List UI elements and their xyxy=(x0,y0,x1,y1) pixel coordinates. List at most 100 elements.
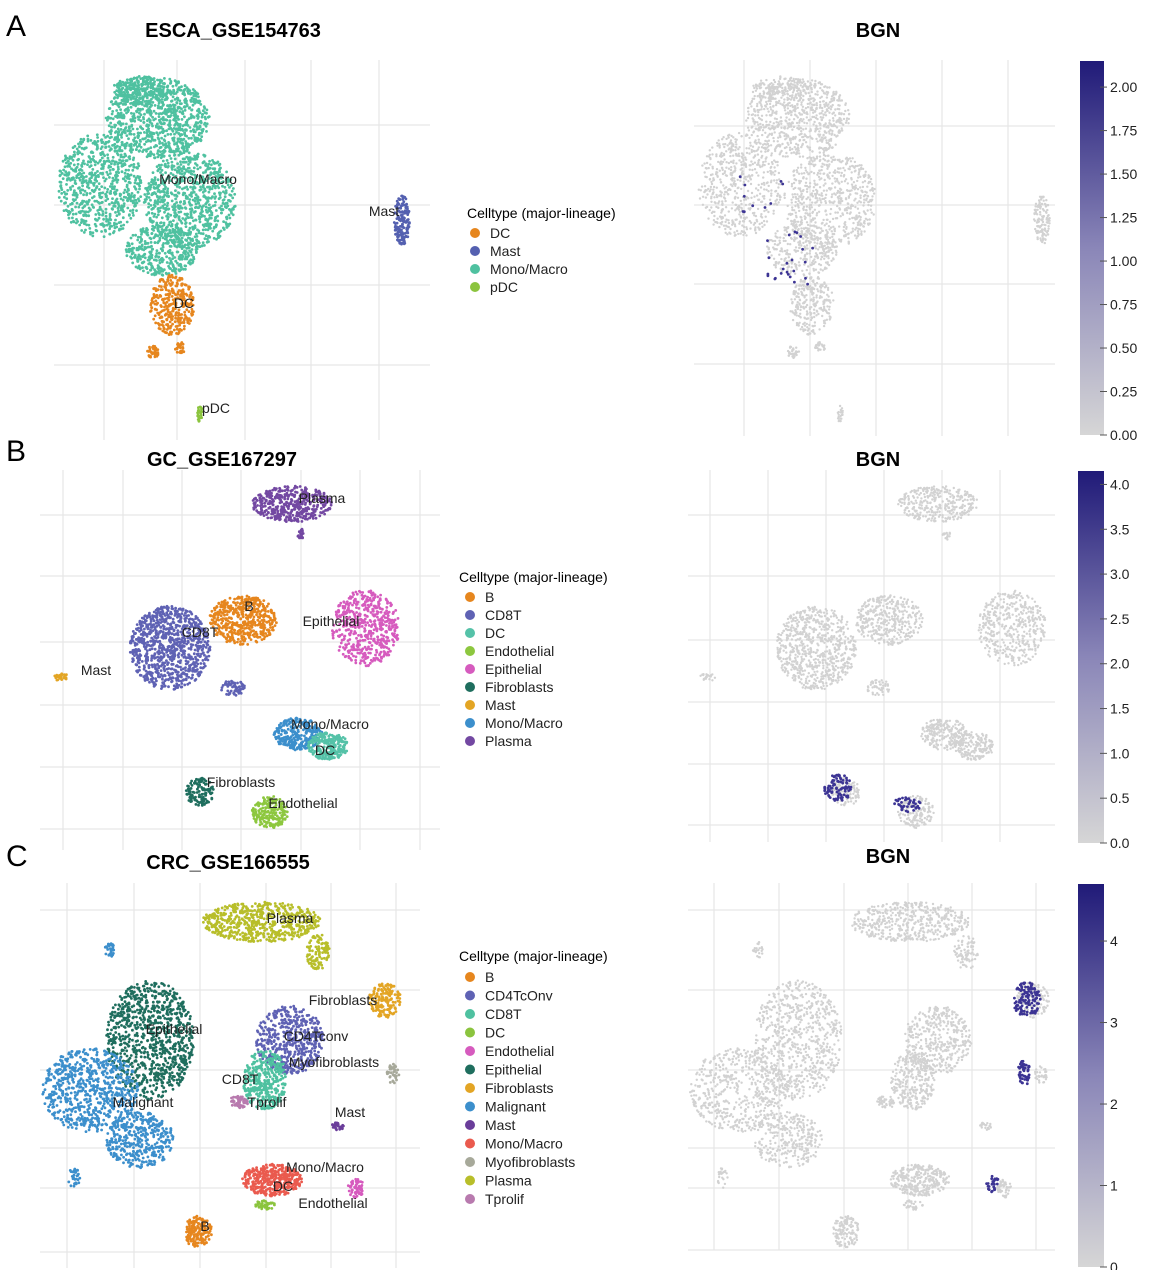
cell-point xyxy=(133,144,136,147)
cell-point xyxy=(197,115,200,118)
cell-point xyxy=(124,172,127,175)
cell-point xyxy=(121,165,124,168)
cell-point xyxy=(200,188,203,191)
cell-point xyxy=(154,156,157,159)
cell-point xyxy=(146,109,149,112)
cell-point xyxy=(64,165,67,168)
cell-point xyxy=(138,143,141,146)
cell-point xyxy=(147,211,150,214)
cell-point xyxy=(153,153,156,156)
cell-point xyxy=(132,201,135,204)
cell-point xyxy=(157,156,160,159)
cell-point xyxy=(128,133,131,136)
cell-point xyxy=(166,187,169,190)
cell-point xyxy=(167,108,170,111)
cell-point xyxy=(63,191,66,194)
cell-point xyxy=(146,132,149,135)
cell-point xyxy=(132,128,135,131)
cell-point xyxy=(96,170,99,173)
cell-point xyxy=(135,177,138,180)
cell-point xyxy=(115,223,118,226)
cell-point xyxy=(86,135,89,138)
cell-point xyxy=(117,127,120,130)
cell-point xyxy=(118,120,121,123)
cell-point xyxy=(83,231,86,234)
cell-point xyxy=(76,166,79,169)
cell-point xyxy=(193,90,196,93)
cell-point xyxy=(85,214,88,217)
cell-point xyxy=(164,163,167,166)
cell-point xyxy=(170,108,173,111)
cell-point xyxy=(129,217,132,220)
cell-point xyxy=(231,190,234,193)
cell-point xyxy=(63,173,66,176)
cell-point xyxy=(128,181,131,184)
cell-point xyxy=(174,127,177,130)
cell-point xyxy=(154,183,157,186)
cell-point xyxy=(148,196,151,199)
cell-point xyxy=(148,118,151,121)
cell-point xyxy=(121,144,124,147)
cell-point xyxy=(76,202,79,205)
cell-point xyxy=(58,190,61,193)
cell-point xyxy=(185,225,188,228)
cell-point xyxy=(214,195,217,198)
cell-point xyxy=(210,217,213,220)
cell-point xyxy=(68,217,71,220)
cell-point xyxy=(110,126,113,129)
cell-point xyxy=(163,77,166,80)
cell-point xyxy=(176,167,179,170)
cell-point xyxy=(87,183,90,186)
cell-point xyxy=(122,163,125,166)
cell-point xyxy=(190,116,193,119)
cell-point xyxy=(82,138,85,141)
cell-point xyxy=(69,155,72,158)
cell-point xyxy=(148,153,151,156)
cell-point xyxy=(156,123,159,126)
cell-point xyxy=(224,195,227,198)
cell-point xyxy=(104,136,107,139)
cell-point xyxy=(113,163,116,166)
cell-point xyxy=(58,196,61,199)
cell-point xyxy=(147,202,150,205)
cell-point xyxy=(188,107,191,110)
cell-point xyxy=(130,145,133,148)
cell-point xyxy=(114,96,117,99)
cell-point xyxy=(211,159,214,162)
cell-point xyxy=(89,161,92,164)
cell-point xyxy=(161,142,164,145)
cell-point xyxy=(60,188,63,191)
cell-point xyxy=(133,175,136,178)
cell-point xyxy=(80,164,83,167)
cell-point xyxy=(99,192,102,195)
cell-point xyxy=(119,194,122,197)
cell-point xyxy=(137,162,140,165)
cell-point xyxy=(167,133,170,136)
cell-point xyxy=(111,113,114,116)
cell-point xyxy=(190,113,193,116)
cell-point xyxy=(186,145,189,148)
cell-point xyxy=(94,223,97,226)
cell-point xyxy=(63,202,66,205)
cell-point xyxy=(127,129,130,132)
cell-point xyxy=(213,237,216,240)
cell-point xyxy=(115,109,118,112)
cell-point xyxy=(160,164,163,167)
cell-point xyxy=(116,170,119,173)
cell-point xyxy=(115,174,118,177)
cell-point xyxy=(114,219,117,222)
cell-point xyxy=(140,181,143,184)
cell-point xyxy=(136,182,139,185)
cell-point xyxy=(172,119,175,122)
cell-point xyxy=(168,154,171,157)
cell-point xyxy=(197,153,200,156)
cell-point xyxy=(77,153,80,156)
cell-point xyxy=(60,200,63,203)
cell-point xyxy=(100,153,103,156)
cell-point xyxy=(162,122,165,125)
cell-point xyxy=(185,161,188,164)
cell-point xyxy=(179,200,182,203)
cell-point xyxy=(106,153,109,156)
cell-point xyxy=(93,182,96,185)
cell-point xyxy=(110,183,113,186)
